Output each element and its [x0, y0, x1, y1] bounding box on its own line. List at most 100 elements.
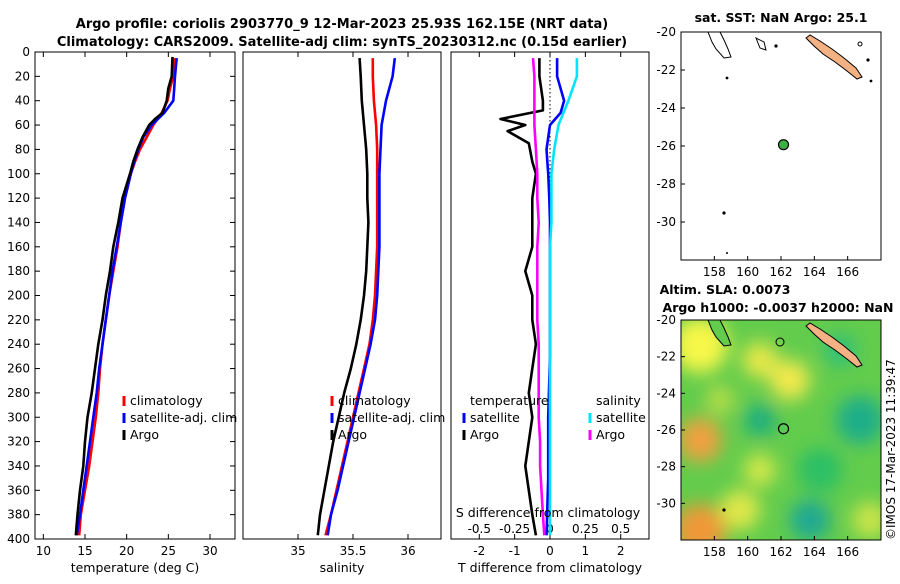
- sla-map-panel: Altim. SLA: 0.0073 Argo h1000: -0.0037 h…: [656, 282, 893, 559]
- y-tick-label: 140: [7, 215, 30, 229]
- map-x-tick-label: 164: [803, 265, 826, 279]
- x-tick-label: 35.5: [340, 544, 367, 558]
- x-tick-label: 35: [290, 544, 305, 558]
- map-y-tick-label: -22: [656, 350, 676, 364]
- map-x-tick-label: 164: [803, 545, 826, 559]
- map-x-tick-label: 162: [770, 265, 793, 279]
- map-y-tick-label: -30: [656, 496, 676, 510]
- legend-label: climatology: [338, 393, 411, 408]
- island-dot: [722, 508, 726, 512]
- new-caledonia-island: [805, 34, 863, 80]
- series-line-argo: [316, 58, 370, 536]
- island-dot: [775, 337, 785, 347]
- series-line-temperature-argo: [499, 58, 545, 536]
- salinity-axis-ticks: 35 35.5 36: [290, 52, 416, 558]
- y-tick-label: 260: [7, 362, 30, 376]
- map-y-tick-label: -20: [656, 313, 676, 327]
- legend-title-salinity: salinity: [596, 393, 641, 408]
- y-tick-label: 240: [7, 337, 30, 351]
- island-dot: [774, 44, 778, 48]
- x-tick-label: 0: [546, 544, 554, 558]
- map-x-tick-label: 160: [736, 265, 759, 279]
- difference-panel: -2 -1 0 1 2-0.5 -0.25 0 0.25 0.5 T difference fr…: [450, 51, 650, 575]
- y-tick-label: 180: [7, 264, 30, 278]
- series-line-argo: [74, 56, 174, 536]
- map-x-tick-label: 158: [703, 545, 726, 559]
- new-caledonia-island: [805, 322, 863, 368]
- salinity-axes-box: [242, 51, 442, 540]
- salinity-xlabel: salinity: [320, 560, 365, 575]
- x-tick-label: 20: [119, 544, 134, 558]
- y-tick-label: 120: [7, 191, 30, 205]
- argo-location-marker: [777, 423, 790, 435]
- top-x-tick-label: 0.5: [611, 522, 630, 536]
- map-x-tick-label: 166: [836, 265, 859, 279]
- sst-map-panel: sat. SST: NaN Argo: 25.1 158 160 162 164 166…: [656, 10, 882, 279]
- difference-xlabel: T difference from climatology: [457, 560, 643, 575]
- credit-text: ©IMOS 17-Mar-2023 11:39:47: [884, 359, 898, 540]
- y-tick-label: 200: [7, 289, 30, 303]
- difference-top-xlabel: S difference from climatology: [456, 505, 641, 520]
- temperature-legend: climatology satellite-adj. clim Argo: [122, 393, 237, 442]
- island-dot: [726, 252, 728, 254]
- island-dot: [857, 41, 863, 47]
- sla-map-title-line-2: Argo h1000: -0.0037 h2000: NaN: [663, 300, 894, 315]
- salinity-panel: 35 35.5 36 salinity climatology satellite-a…: [242, 51, 445, 575]
- temperature-xlabel: temperature (deg C): [71, 560, 200, 575]
- legend-label: satellite: [596, 410, 646, 425]
- temperature-axis-ticks: 10 15 20 25 30: [36, 52, 218, 558]
- map-y-tick-label: -26: [656, 139, 676, 153]
- series-line-satellite-adj-clim: [75, 57, 178, 536]
- x-tick-label: -2: [473, 544, 485, 558]
- x-tick-label: 36: [400, 544, 415, 558]
- x-tick-label: 2: [617, 544, 625, 558]
- island-dot: [722, 211, 726, 215]
- difference-lines: [499, 58, 579, 536]
- salinity-legend: climatology satellite-adj. clim Argo: [330, 393, 445, 442]
- series-line-salinity-satellite: [548, 58, 579, 536]
- island-dot: [869, 79, 873, 83]
- series-line-salinity-argo: [531, 58, 546, 536]
- temperature-axes-box: [34, 51, 236, 540]
- map-y-tick-label: -20: [656, 25, 676, 39]
- map-y-tick-label: -30: [656, 215, 676, 229]
- map-x-tick-label: 158: [703, 265, 726, 279]
- legend-label: climatology: [130, 393, 203, 408]
- argo-location-marker: [777, 139, 790, 151]
- main-title-line-1: Argo profile: coriolis 2903770_9 12-Mar-…: [76, 17, 608, 32]
- coastline-feature: [755, 36, 767, 51]
- y-tick-label: 60: [15, 118, 30, 132]
- legend-label: Argo: [470, 427, 499, 442]
- coastline-feature: [707, 32, 732, 59]
- map-y-tick-label: -28: [656, 177, 676, 191]
- sst-map-title: sat. SST: NaN Argo: 25.1: [695, 10, 868, 25]
- sst-map-land: [707, 32, 873, 254]
- sla-map-ticks: 158 160 162 164 166 -20 -22 -24 -26 -28 -30: [656, 313, 859, 559]
- legend-label: Argo: [338, 427, 367, 442]
- y-tick-label: 40: [15, 94, 30, 108]
- difference-axis-ticks: -2 -1 0 1 2-0.5 -0.25 0 0.25 0.5: [468, 52, 630, 558]
- map-y-tick-label: -28: [656, 460, 676, 474]
- map-y-tick-label: -26: [656, 423, 676, 437]
- temperature-panel: 0204060801001201401601802002202402602803…: [7, 45, 649, 575]
- sla-heatmap: [681, 320, 881, 540]
- island-dot: [866, 58, 870, 62]
- main-title-line-2: Climatology: CARS2009. Satellite-adj cli…: [57, 35, 627, 50]
- series-line-satellite-adj-clim: [326, 57, 397, 536]
- map-x-tick-label: 166: [836, 545, 859, 559]
- x-tick-label: 10: [36, 544, 51, 558]
- salinity-lines: [316, 57, 397, 536]
- sst-map-ticks: 158 160 162 164 166 -20 -22 -24 -26 -28 -30: [656, 25, 859, 279]
- y-tick-label: 100: [7, 167, 30, 181]
- x-tick-label: 1: [582, 544, 590, 558]
- y-tick-label: 340: [7, 459, 30, 473]
- map-y-tick-label: -24: [656, 101, 676, 115]
- temperature-lines: [74, 56, 178, 536]
- legend-label: satellite: [470, 410, 520, 425]
- legend-title-temperature: temperature: [470, 393, 549, 408]
- island-dot: [725, 76, 729, 80]
- map-x-tick-label: 162: [770, 545, 793, 559]
- y-tick-label: 20: [15, 69, 30, 83]
- legend-label: satellite-adj. clim: [130, 410, 237, 425]
- y-tick-label: 380: [7, 508, 30, 522]
